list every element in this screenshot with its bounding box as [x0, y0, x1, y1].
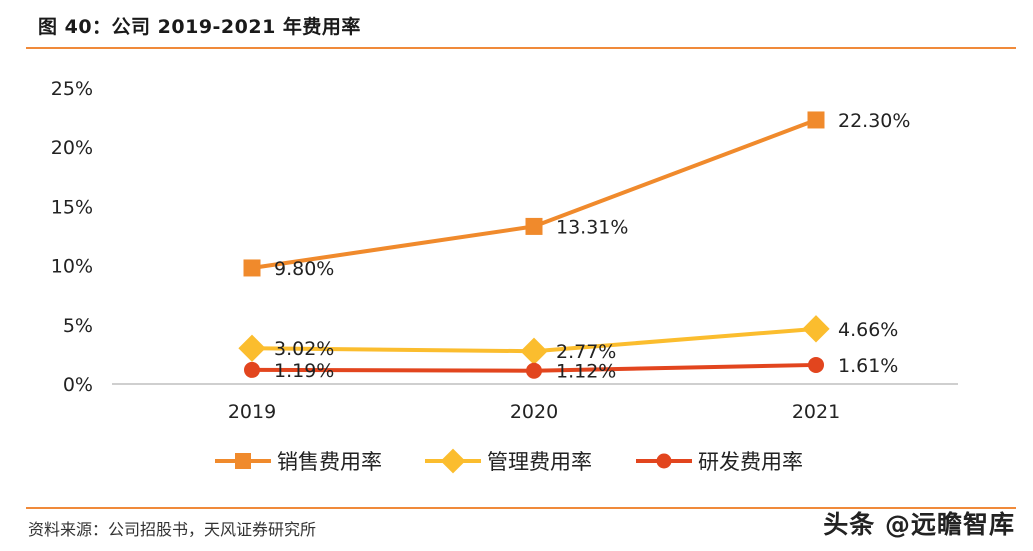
legend-marker	[656, 453, 672, 469]
series-2: 1.19% 1.12% 1.61%	[244, 355, 898, 383]
watermark: 头条 @远瞻智库	[823, 510, 1015, 539]
data-label: 9.80%	[274, 258, 334, 280]
data-point	[808, 356, 824, 373]
y-tick-label: 10%	[51, 256, 93, 278]
data-label: 1.19%	[274, 360, 334, 382]
y-tick-label: 25%	[51, 78, 93, 100]
x-tick-label: 2020	[510, 401, 558, 423]
y-tick-label: 20%	[51, 137, 93, 159]
source-note: 资料来源：公司招股书，天风证券研究所	[28, 520, 317, 539]
data-point	[243, 259, 261, 277]
data-point	[520, 337, 548, 365]
legend-label: 研发费用率	[698, 450, 803, 474]
data-label: 1.61%	[838, 355, 898, 377]
data-label: 3.02%	[274, 338, 334, 360]
line-chart: 0% 5% 10% 15% 20% 25% 2019 2020 2021 9.80% 13.31%…	[51, 78, 958, 474]
legend-marker	[440, 448, 466, 474]
data-point	[526, 362, 542, 379]
data-label: 22.30%	[838, 110, 910, 132]
y-tick-label: 5%	[63, 315, 93, 337]
data-label: 1.12%	[556, 361, 616, 383]
axis-layer: 0% 5% 10% 15% 20% 25% 2019 2020 2021	[51, 78, 958, 423]
series-layer: 9.80%13.31%22.30%3.02% 2.77%4.66%1.19% 1.1…	[238, 110, 910, 383]
legend-item: 销售费用率	[215, 450, 382, 474]
legend-marker	[235, 453, 251, 469]
series-0: 9.80% 13.31% 22.30%	[243, 110, 910, 280]
legend: 销售费用率 管理费用率 研发费用率	[215, 448, 803, 474]
y-tick-label: 0%	[63, 374, 93, 396]
y-tick-label: 15%	[51, 196, 93, 218]
data-point	[807, 111, 825, 129]
x-tick-label: 2021	[792, 401, 840, 423]
series-line	[250, 117, 818, 270]
data-label: 2.77%	[556, 341, 616, 363]
data-point	[238, 334, 266, 362]
bottom-divider	[26, 507, 1016, 509]
legend-label: 销售费用率	[277, 450, 382, 474]
top-divider	[26, 47, 1016, 49]
data-label: 13.31%	[556, 216, 628, 238]
x-tick-label: 2019	[228, 401, 276, 423]
data-point	[802, 315, 830, 343]
data-point	[525, 217, 543, 235]
legend-item: 研发费用率	[636, 450, 803, 474]
legend-label: 管理费用率	[487, 450, 592, 474]
data-point	[244, 361, 260, 378]
page-title: 图 40：公司 2019-2021 年费用率	[38, 16, 361, 38]
data-label: 4.66%	[838, 319, 898, 341]
series-1: 3.02% 2.77% 4.66%	[238, 315, 898, 365]
legend-item: 管理费用率	[425, 448, 592, 474]
